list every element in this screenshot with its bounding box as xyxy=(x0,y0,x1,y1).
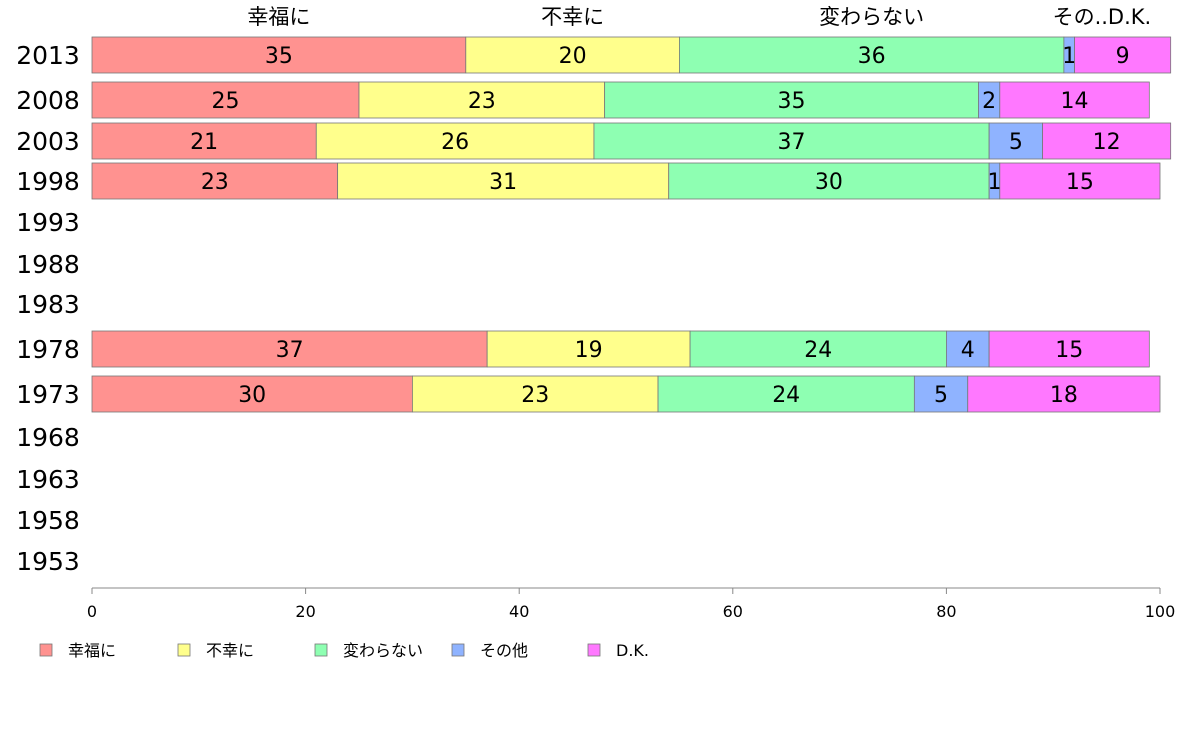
year-label-1968: 1968 xyxy=(16,423,80,452)
year-label-1978: 1978 xyxy=(16,335,80,364)
bar-label-2003-0: 21 xyxy=(190,130,218,155)
bar-2013-4 xyxy=(1074,36,1172,74)
bar-2003-3 xyxy=(988,122,1043,160)
bar-2013-1 xyxy=(465,36,680,74)
bar-label-2013-2: 36 xyxy=(858,44,886,69)
bar-label-2003-1: 26 xyxy=(441,130,469,155)
bar-label-1973-2: 24 xyxy=(772,383,800,408)
year-label-1963: 1963 xyxy=(16,465,80,494)
bar-1973-2 xyxy=(657,375,915,413)
bar-label-1978-4: 15 xyxy=(1055,338,1083,363)
bar-2008-2 xyxy=(604,81,979,119)
bar-1978-3 xyxy=(946,330,990,368)
legend-label-1: 不幸に xyxy=(206,641,254,660)
year-label-1988: 1988 xyxy=(16,250,80,279)
bar-label-1973-4: 18 xyxy=(1050,383,1078,408)
bar-label-2008-1: 23 xyxy=(468,89,496,114)
bar-1998-1 xyxy=(337,162,670,200)
year-label-2008: 2008 xyxy=(16,86,80,115)
x-tick-label-100: 100 xyxy=(1145,602,1176,621)
series-header-4: その..D.K. xyxy=(1053,5,1152,29)
year-label-1953: 1953 xyxy=(16,547,80,576)
x-tick-label-20: 20 xyxy=(295,602,315,621)
legend-label-3: その他 xyxy=(480,641,528,660)
legend-label-2: 変わらない xyxy=(343,641,423,660)
bar-label-2013-1: 20 xyxy=(559,44,587,69)
bar-label-2013-3: 1 xyxy=(1062,44,1076,69)
year-label-1958: 1958 xyxy=(16,506,80,535)
bar-1998-0 xyxy=(91,162,339,200)
bar-label-2008-3: 2 xyxy=(982,89,996,114)
bar-label-2003-2: 37 xyxy=(778,130,806,155)
bar-label-1998-0: 23 xyxy=(201,170,229,195)
year-label-1983: 1983 xyxy=(16,290,80,319)
bar-label-2013-0: 35 xyxy=(265,44,293,69)
bar-1973-4 xyxy=(967,375,1161,413)
series-header-1: 不幸に xyxy=(541,5,604,29)
legend-label-0: 幸福に xyxy=(68,641,116,660)
bar-label-1998-3: 1 xyxy=(987,170,1001,195)
bar-label-1978-2: 24 xyxy=(804,338,832,363)
legend-swatch-3 xyxy=(451,643,465,657)
bar-2003-4 xyxy=(1042,122,1172,160)
legend-swatch-1 xyxy=(177,643,191,657)
bar-label-1998-2: 30 xyxy=(815,170,843,195)
bar-label-1998-1: 31 xyxy=(489,170,517,195)
bar-1998-4 xyxy=(999,162,1161,200)
year-label-1993: 1993 xyxy=(16,208,80,237)
bar-2003-0 xyxy=(91,122,317,160)
year-label-2003: 2003 xyxy=(16,127,80,156)
bar-label-2003-4: 12 xyxy=(1093,130,1121,155)
bar-2008-4 xyxy=(999,81,1150,119)
x-tick-label-60: 60 xyxy=(723,602,743,621)
legend-swatch-4 xyxy=(587,643,601,657)
bar-label-1978-1: 19 xyxy=(575,338,603,363)
bar-label-1973-0: 30 xyxy=(238,383,266,408)
bar-label-2003-3: 5 xyxy=(1009,130,1023,155)
series-header-2: 変わらない xyxy=(819,5,924,29)
legend-swatch-0 xyxy=(39,643,53,657)
legend-label-4: D.K. xyxy=(616,641,649,660)
year-label-2013: 2013 xyxy=(16,41,80,70)
bar-label-2008-0: 25 xyxy=(212,89,240,114)
bar-label-2013-4: 9 xyxy=(1116,44,1130,69)
bar-1978-1 xyxy=(486,330,691,368)
bar-1978-2 xyxy=(689,330,947,368)
bar-label-1978-0: 37 xyxy=(276,338,304,363)
series-header-0: 幸福に xyxy=(247,5,310,29)
bar-2013-2 xyxy=(679,36,1065,74)
bar-1978-4 xyxy=(988,330,1150,368)
x-tick-label-0: 0 xyxy=(87,602,97,621)
x-tick-label-80: 80 xyxy=(936,602,956,621)
bar-1973-0 xyxy=(91,375,413,413)
bar-1998-2 xyxy=(668,162,990,200)
bar-2008-0 xyxy=(91,81,360,119)
legend-swatch-2 xyxy=(314,643,328,657)
bar-2003-2 xyxy=(593,122,990,160)
year-label-1998: 1998 xyxy=(16,167,80,196)
year-label-1973: 1973 xyxy=(16,380,80,409)
x-tick-label-40: 40 xyxy=(509,602,529,621)
bar-label-1978-3: 4 xyxy=(961,338,975,363)
bar-2003-1 xyxy=(315,122,595,160)
bar-label-1973-1: 23 xyxy=(521,383,549,408)
bar-label-2008-2: 35 xyxy=(778,89,806,114)
bar-label-2008-4: 14 xyxy=(1061,89,1089,114)
bar-1973-3 xyxy=(913,375,969,413)
bar-2008-1 xyxy=(358,81,606,119)
bar-label-1998-4: 15 xyxy=(1066,170,1094,195)
bar-2013-0 xyxy=(91,36,467,74)
bar-label-1973-3: 5 xyxy=(934,383,948,408)
